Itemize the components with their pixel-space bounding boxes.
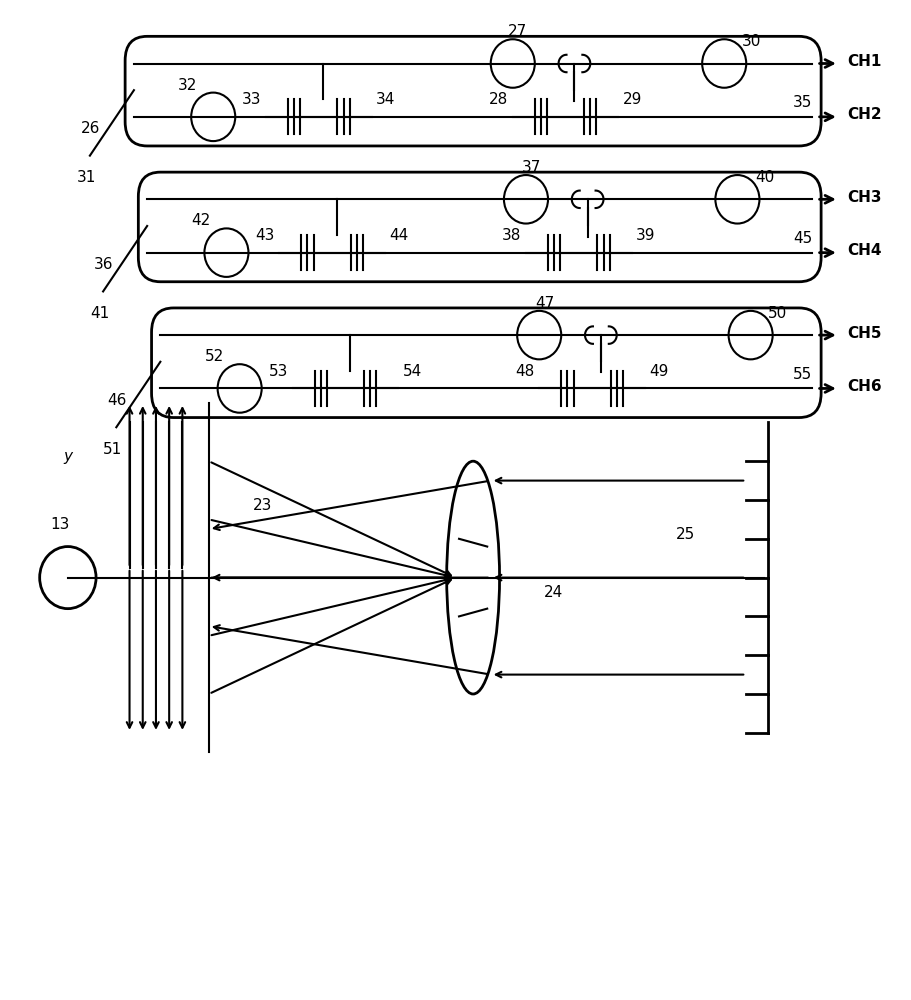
Text: CH1: CH1 [847,54,882,69]
Text: 53: 53 [269,364,288,379]
Text: 48: 48 [516,364,535,379]
Text: 36: 36 [95,257,114,272]
Text: CH5: CH5 [847,326,882,341]
Text: 24: 24 [544,585,563,600]
Text: 35: 35 [793,95,813,110]
Text: 26: 26 [81,121,100,136]
Text: y: y [64,449,73,464]
Text: 25: 25 [676,527,695,542]
Text: 29: 29 [623,92,642,107]
Text: 51: 51 [103,442,122,457]
Text: CH4: CH4 [847,243,882,258]
Text: CH6: CH6 [847,379,882,394]
Text: 49: 49 [650,364,669,379]
Text: 52: 52 [204,349,224,364]
Text: 54: 54 [403,364,422,379]
Text: 43: 43 [255,228,275,243]
Text: 32: 32 [178,78,198,93]
Text: 33: 33 [242,92,261,107]
Text: 40: 40 [755,170,774,185]
Text: 47: 47 [535,296,554,311]
Text: 38: 38 [502,228,522,243]
Text: 42: 42 [191,213,210,228]
Text: 39: 39 [636,228,656,243]
Text: 44: 44 [389,228,409,243]
Text: 31: 31 [77,170,96,185]
Text: CH2: CH2 [847,107,882,122]
Text: 27: 27 [508,24,527,39]
Text: 28: 28 [489,92,508,107]
Text: 30: 30 [742,34,762,49]
Text: 41: 41 [90,306,109,321]
Text: 46: 46 [107,393,127,408]
Text: 55: 55 [793,367,813,382]
Text: CH3: CH3 [847,190,882,205]
Text: 50: 50 [768,306,787,321]
Text: 34: 34 [376,92,395,107]
Text: 23: 23 [253,498,272,513]
Text: 45: 45 [793,231,813,246]
Text: 13: 13 [50,517,69,532]
Text: 37: 37 [522,160,541,175]
